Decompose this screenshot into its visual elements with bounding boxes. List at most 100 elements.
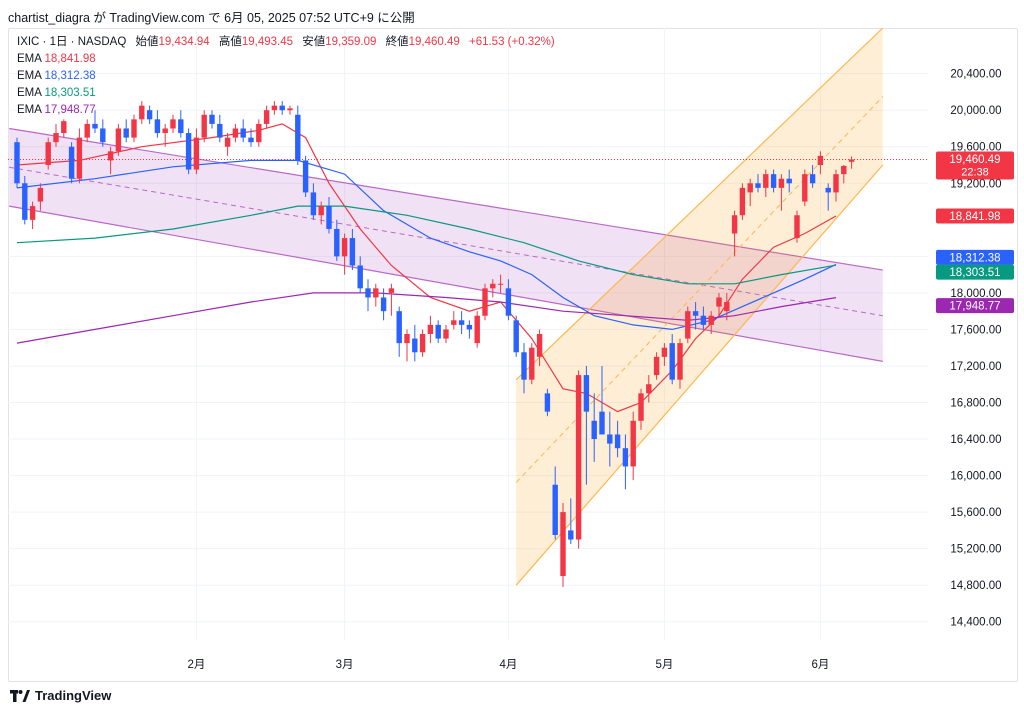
candle-body bbox=[14, 142, 20, 184]
ema-label: EMA bbox=[17, 87, 45, 99]
candle-body bbox=[341, 238, 348, 257]
candle-body bbox=[139, 105, 145, 120]
ema-legend-row[interactable]: EMA 18,312.38 bbox=[17, 68, 555, 85]
ema-legend-row[interactable]: EMA 18,841.98 bbox=[17, 51, 555, 68]
y-tick-label: 14,800.00 bbox=[950, 580, 1001, 592]
candle-body bbox=[552, 484, 558, 535]
price-badge-value: 18,312.38 bbox=[949, 252, 1000, 264]
candle-body bbox=[185, 133, 192, 170]
price-badge bbox=[936, 151, 1014, 180]
high-value: 19,493.45 bbox=[241, 36, 294, 48]
candle-body bbox=[848, 159, 855, 162]
candle-body bbox=[61, 121, 67, 134]
candle-body bbox=[154, 119, 161, 134]
candle-body bbox=[107, 151, 114, 161]
candle-body bbox=[357, 265, 363, 289]
open-label: 始値 bbox=[135, 36, 159, 48]
candle-body bbox=[193, 137, 200, 170]
candle-body bbox=[443, 329, 449, 339]
price-badge-countdown: 22:38 bbox=[961, 166, 989, 178]
low-label: 安値 bbox=[302, 36, 326, 48]
y-tick-label: 16,800.00 bbox=[950, 398, 1001, 410]
candle-body bbox=[279, 105, 285, 111]
x-tick-label: 4月 bbox=[499, 659, 517, 671]
candle-body bbox=[76, 137, 83, 179]
candle-body bbox=[833, 174, 839, 193]
candle-body bbox=[435, 324, 441, 339]
candle-body bbox=[92, 123, 98, 129]
candle-body bbox=[474, 315, 480, 344]
y-tick-label: 20,400.00 bbox=[950, 69, 1001, 81]
publish-header: chartist_diagra が TradingView.com で 6月 0… bbox=[8, 11, 415, 25]
candle-body bbox=[451, 320, 457, 325]
low-value: 19,359.09 bbox=[325, 36, 377, 48]
candle-body bbox=[115, 128, 122, 152]
ema-label: EMA bbox=[17, 70, 45, 82]
y-tick-label: 15,200.00 bbox=[950, 544, 1001, 556]
high-label: 高値 bbox=[218, 36, 242, 48]
candle-body bbox=[685, 311, 691, 339]
candle-body bbox=[22, 183, 28, 220]
candle-body bbox=[490, 283, 496, 289]
candle-body bbox=[178, 119, 184, 134]
channel-fill bbox=[516, 28, 883, 586]
candle-body bbox=[770, 174, 777, 188]
candle-body bbox=[739, 187, 746, 216]
candle-body bbox=[786, 178, 792, 184]
ema-legend-row[interactable]: EMA 18,303.51 bbox=[17, 85, 555, 102]
y-tick-label: 20,000.00 bbox=[950, 105, 1001, 117]
price-badge bbox=[936, 208, 1014, 224]
candle-body bbox=[100, 128, 106, 143]
candle-body bbox=[131, 119, 137, 138]
candle-body bbox=[29, 206, 36, 220]
candle-body bbox=[419, 334, 426, 353]
candle-body bbox=[482, 288, 488, 316]
candle-body bbox=[240, 128, 246, 138]
candle-body bbox=[256, 123, 262, 143]
x-tick-label: 2月 bbox=[187, 659, 205, 671]
price-badge-value: 19,460.49 bbox=[949, 154, 1000, 166]
candle-body bbox=[560, 512, 566, 577]
candle-body bbox=[521, 352, 527, 380]
candle-body bbox=[302, 160, 309, 193]
price-badge bbox=[936, 249, 1014, 265]
candle-body bbox=[677, 343, 683, 380]
price-badge-value: 17,948.77 bbox=[949, 301, 1000, 313]
candle-body bbox=[287, 108, 293, 111]
candlestick-chart[interactable]: 14,400.00 14,800.00 15,200.00 15,600.00 16,0… bbox=[8, 28, 1016, 680]
candle-body bbox=[747, 183, 753, 193]
channel-upper-line bbox=[9, 127, 883, 271]
candle-body bbox=[599, 411, 605, 435]
candle-body bbox=[224, 137, 231, 147]
candle-body bbox=[427, 324, 434, 334]
candle-body bbox=[318, 206, 324, 216]
ema-legend-row[interactable]: EMA 17,948.77 bbox=[17, 102, 555, 119]
candle-body bbox=[497, 283, 504, 285]
candle-body bbox=[614, 434, 621, 449]
candle-body bbox=[825, 187, 831, 193]
candle-body bbox=[724, 302, 730, 312]
candle-body bbox=[817, 155, 824, 166]
candle-body bbox=[466, 324, 473, 330]
candle-body bbox=[388, 288, 395, 293]
symbol-label[interactable]: IXIC · 1日 · NASDAQ bbox=[17, 36, 127, 48]
candle-body bbox=[271, 105, 278, 111]
price-badge-value: 18,303.51 bbox=[949, 267, 1000, 279]
ema-label: EMA bbox=[17, 53, 45, 65]
candle-body bbox=[295, 114, 301, 161]
y-tick-label: 18,000.00 bbox=[950, 288, 1001, 300]
candle-body bbox=[638, 393, 644, 421]
candle-body bbox=[209, 114, 215, 124]
chart-frame bbox=[8, 28, 1018, 682]
y-tick-label: 16,400.00 bbox=[950, 434, 1001, 446]
candle-body bbox=[326, 206, 332, 229]
y-tick-label: 19,200.00 bbox=[950, 178, 1001, 190]
candle-body bbox=[583, 375, 590, 412]
footer-brand[interactable]: TradingView bbox=[10, 688, 111, 703]
open-value: 19,434.94 bbox=[158, 36, 210, 48]
candle-body bbox=[700, 315, 707, 325]
plot-area[interactable] bbox=[8, 28, 928, 588]
change-value: +61.53 (+0.32%) bbox=[468, 36, 555, 48]
candle-body bbox=[232, 128, 239, 138]
candle-body bbox=[458, 320, 465, 325]
